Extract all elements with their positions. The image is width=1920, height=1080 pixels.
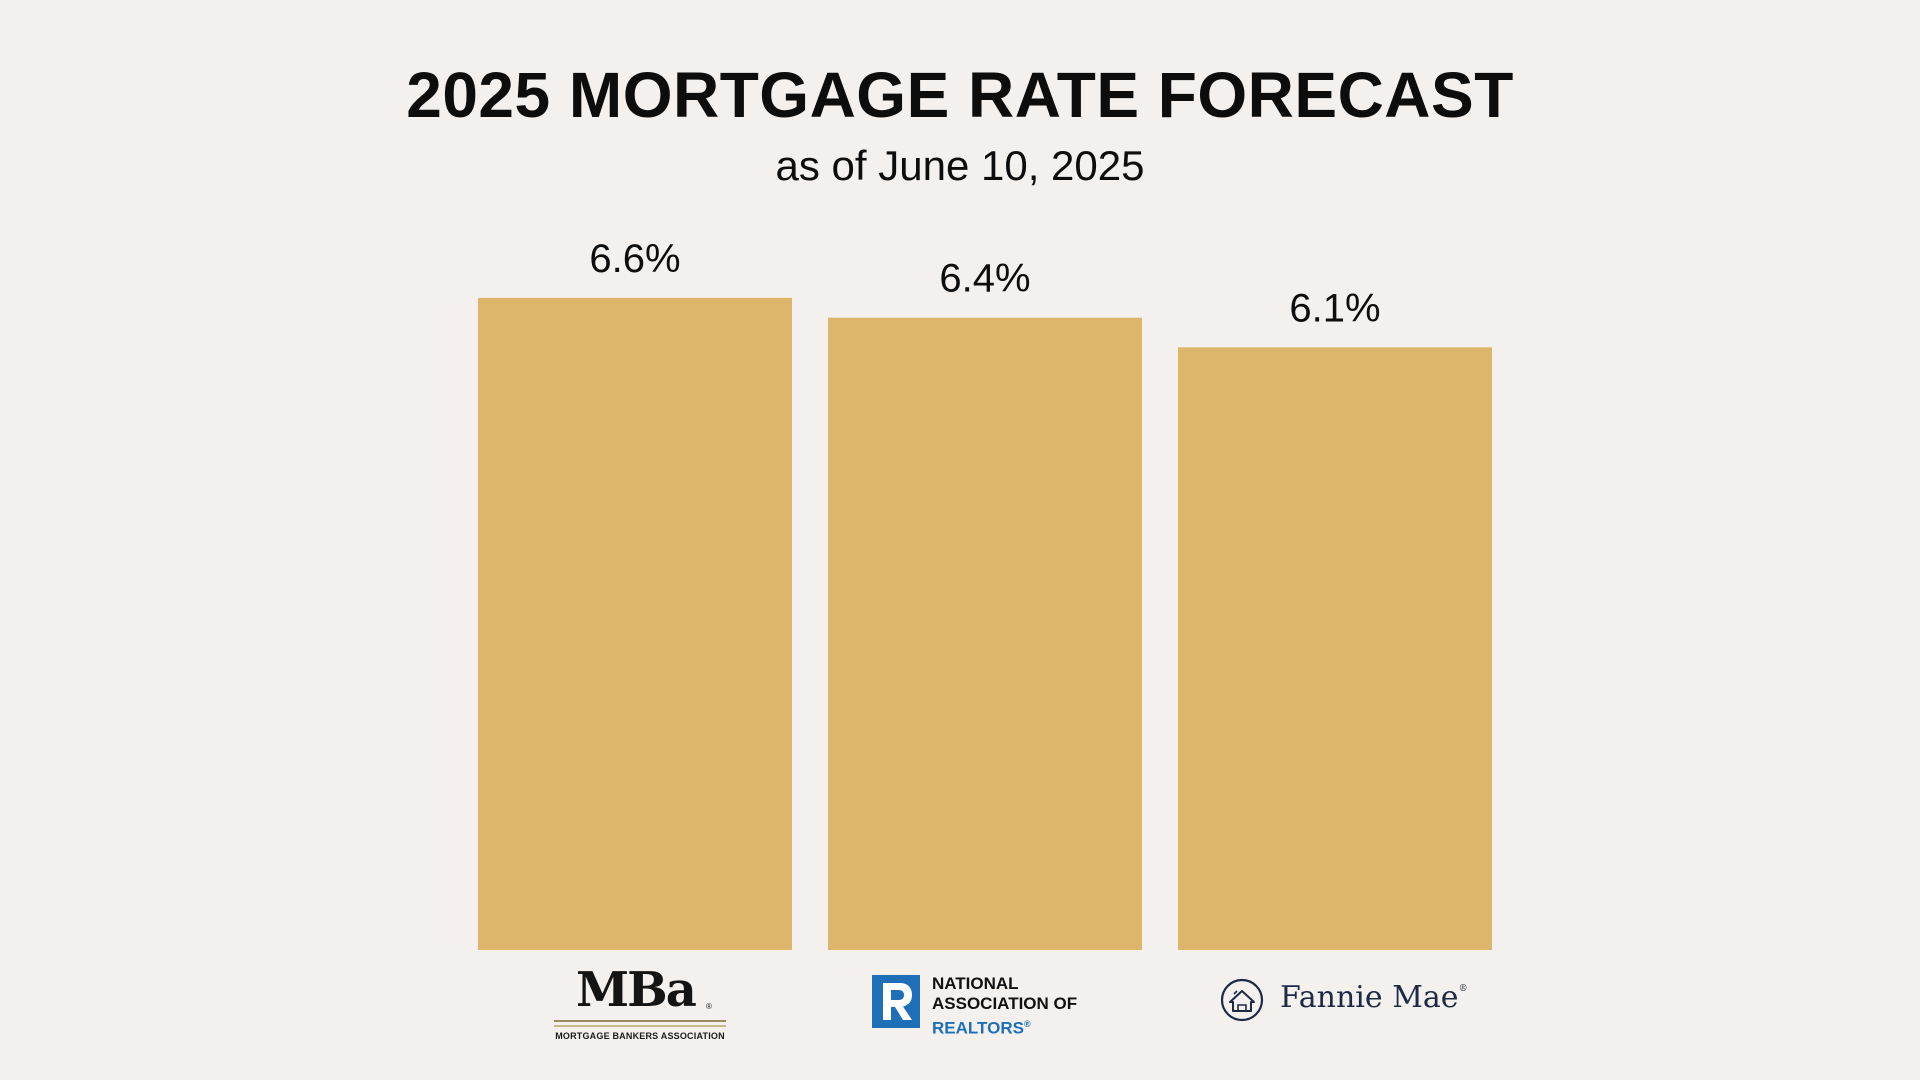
mba-logo-subtitle: MORTGAGE BANKERS ASSOCIATION bbox=[555, 1031, 725, 1041]
nar-logo-realtors: REALTORS bbox=[932, 1018, 1024, 1038]
fannie-mae-name: Fannie Mae bbox=[1280, 980, 1459, 1015]
nar-logo-text: NATIONAL ASSOCIATION OF REALTORS® bbox=[932, 974, 1077, 1039]
fannie-mae-registered-mark: ® bbox=[1458, 984, 1468, 994]
fannie-mae-logo: Fannie Mae® bbox=[1220, 976, 1468, 1026]
fannie-mae-logo-text: Fannie Mae® bbox=[1280, 980, 1468, 1015]
bar-3 bbox=[1178, 347, 1492, 950]
nar-logo: NATIONAL ASSOCIATION OF REALTORS® bbox=[872, 973, 1112, 1038]
nar-logo-line: ASSOCIATION OF bbox=[932, 994, 1078, 1013]
mba-logo-rule bbox=[554, 1020, 726, 1022]
bar-value-label: 6.1% bbox=[1289, 286, 1380, 330]
bar-value-label: 6.4% bbox=[939, 257, 1030, 301]
bar-1 bbox=[478, 297, 792, 950]
mba-registered-mark: ® bbox=[706, 1002, 712, 1011]
mba-logo: MBa ® MORTGAGE BANKERS ASSOCIATION bbox=[552, 962, 730, 1044]
bar-value-label: 6.6% bbox=[589, 237, 680, 281]
nar-logo-line: NATIONAL bbox=[932, 974, 1019, 993]
nar-logo-line: REALTORS® bbox=[932, 1014, 1077, 1039]
nar-registered-mark: ® bbox=[1023, 1019, 1031, 1029]
realtor-r-logo-icon bbox=[872, 975, 920, 1028]
chart-subtitle: as of June 10, 2025 bbox=[775, 142, 1145, 189]
mba-logo-rule bbox=[554, 1025, 726, 1027]
bar-2 bbox=[828, 317, 1142, 950]
fannie-mae-house-icon bbox=[1220, 978, 1264, 1022]
mba-logo-mark: MBa bbox=[576, 962, 697, 1018]
chart-title: 2025 MORTGAGE RATE FORECAST bbox=[406, 59, 1514, 131]
